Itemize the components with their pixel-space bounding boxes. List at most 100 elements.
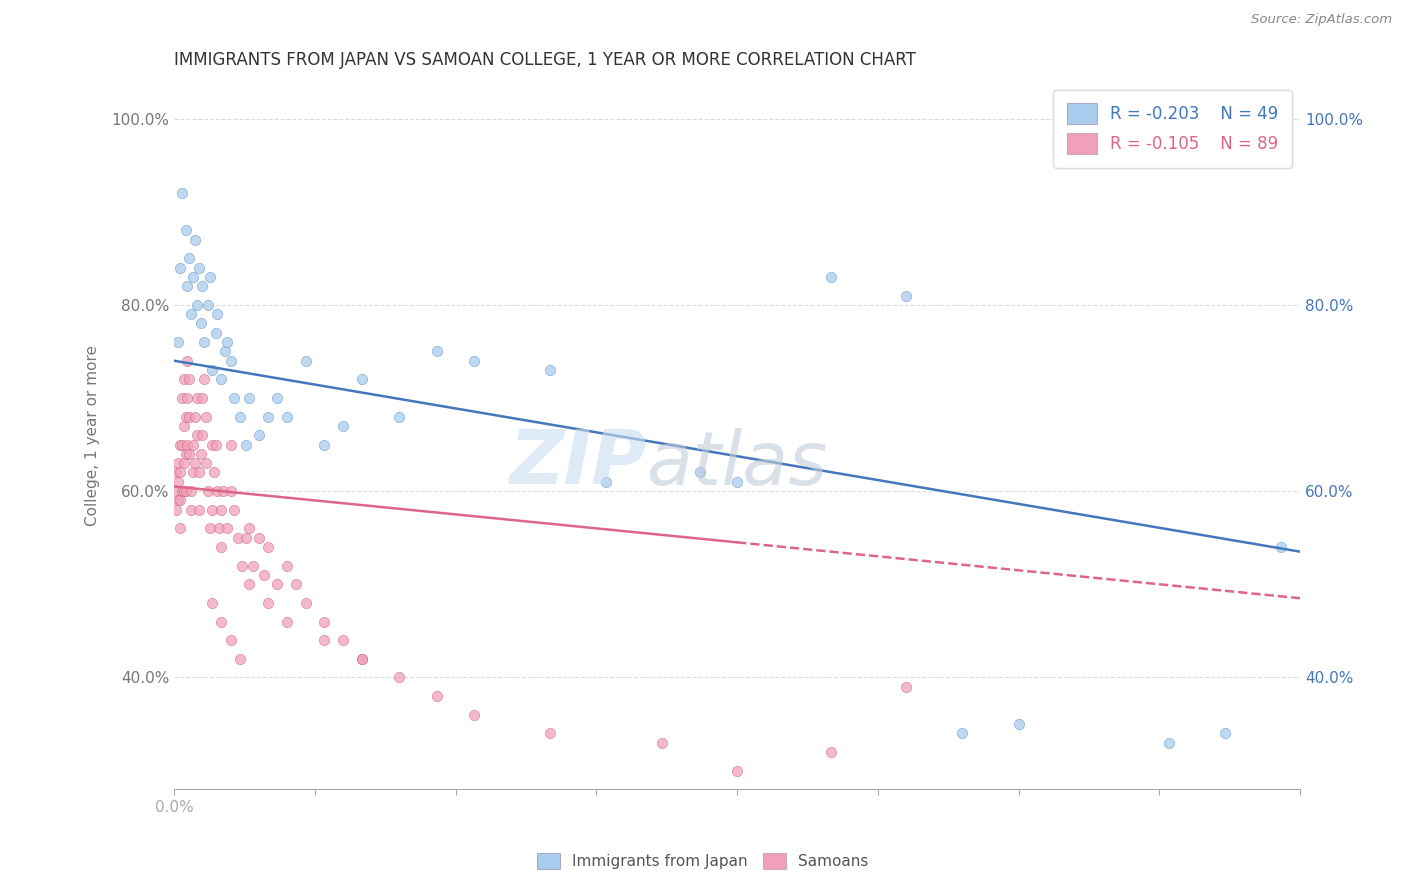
Point [174, 484, 197, 499]
Point [201, 363, 224, 377]
Point [197, 298, 219, 312]
Point [242, 558, 264, 573]
Point [229, 652, 252, 666]
Point [173, 484, 195, 499]
Point [266, 577, 288, 591]
Point [169, 466, 191, 480]
Point [173, 419, 195, 434]
Point [224, 391, 246, 405]
Point [725, 475, 748, 489]
Point [180, 484, 202, 499]
Point [184, 456, 207, 470]
Point [820, 269, 842, 284]
Point [174, 447, 197, 461]
Point [332, 633, 354, 648]
Point [894, 680, 917, 694]
Point [193, 335, 215, 350]
Point [214, 344, 236, 359]
Point [219, 353, 242, 368]
Point [179, 372, 201, 386]
Point [725, 764, 748, 778]
Point [350, 652, 373, 666]
Point [179, 447, 201, 461]
Point [247, 428, 270, 442]
Point [238, 577, 260, 591]
Point [184, 233, 207, 247]
Point [202, 466, 225, 480]
Point [314, 437, 336, 451]
Point [314, 633, 336, 648]
Point [180, 307, 202, 321]
Point [212, 484, 235, 499]
Point [208, 521, 231, 535]
Point [276, 409, 298, 424]
Point [207, 307, 229, 321]
Point [238, 521, 260, 535]
Point [181, 466, 204, 480]
Point [229, 409, 252, 424]
Point [191, 391, 214, 405]
Point [170, 437, 193, 451]
Point [195, 456, 218, 470]
Point [209, 615, 232, 629]
Point [170, 484, 193, 499]
Text: Source: ZipAtlas.com: Source: ZipAtlas.com [1251, 13, 1392, 27]
Point [463, 707, 485, 722]
Point [595, 475, 617, 489]
Point [388, 409, 411, 424]
Point [231, 558, 253, 573]
Point [266, 391, 288, 405]
Point [219, 484, 242, 499]
Point [276, 558, 298, 573]
Point [235, 437, 257, 451]
Text: IMMIGRANTS FROM JAPAN VS SAMOAN COLLEGE, 1 YEAR OR MORE CORRELATION CHART: IMMIGRANTS FROM JAPAN VS SAMOAN COLLEGE,… [174, 51, 917, 69]
Point [167, 335, 190, 350]
Point [169, 437, 191, 451]
Point [238, 391, 260, 405]
Y-axis label: College, 1 year or more: College, 1 year or more [86, 344, 100, 525]
Point [179, 252, 201, 266]
Point [215, 335, 238, 350]
Point [201, 596, 224, 610]
Point [215, 521, 238, 535]
Legend: Immigrants from Japan, Samoans: Immigrants from Japan, Samoans [531, 847, 875, 875]
Point [176, 391, 198, 405]
Point [187, 502, 209, 516]
Point [219, 437, 242, 451]
Point [538, 726, 561, 740]
Point [180, 502, 202, 516]
Point [224, 502, 246, 516]
Point [204, 437, 226, 451]
Point [257, 409, 280, 424]
Point [689, 466, 711, 480]
Point [294, 353, 316, 368]
Point [651, 735, 673, 749]
Point [186, 391, 208, 405]
Point [170, 391, 193, 405]
Point [176, 353, 198, 368]
Point [187, 466, 209, 480]
Point [426, 689, 449, 703]
Point [235, 531, 257, 545]
Point [201, 502, 224, 516]
Point [169, 493, 191, 508]
Point [169, 521, 191, 535]
Point [167, 456, 190, 470]
Point [253, 568, 276, 582]
Point [191, 428, 214, 442]
Point [426, 344, 449, 359]
Point [179, 409, 201, 424]
Point [207, 484, 229, 499]
Point [257, 596, 280, 610]
Point [193, 372, 215, 386]
Legend: R = -0.203    N = 49, R = -0.105    N = 89: R = -0.203 N = 49, R = -0.105 N = 89 [1053, 90, 1292, 168]
Point [165, 484, 187, 499]
Point [332, 419, 354, 434]
Point [187, 260, 209, 275]
Point [190, 317, 212, 331]
Point [184, 409, 207, 424]
Point [165, 466, 187, 480]
Point [1270, 540, 1292, 554]
Point [294, 596, 316, 610]
Point [247, 531, 270, 545]
